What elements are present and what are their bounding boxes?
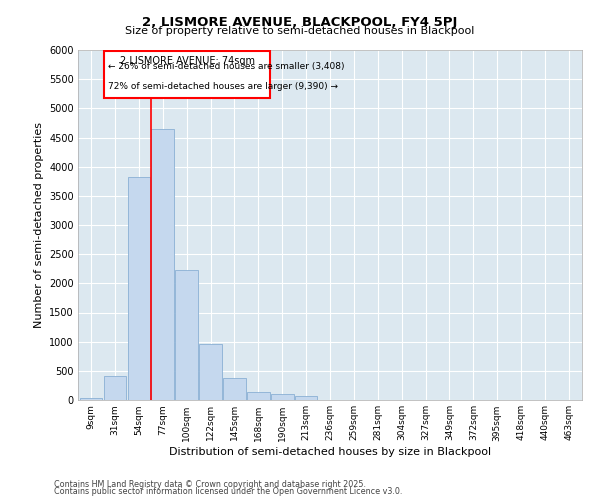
Bar [223, 378, 246, 400]
Bar [80, 398, 103, 400]
Bar [295, 396, 317, 400]
Text: Contains public sector information licensed under the Open Government Licence v3: Contains public sector information licen… [54, 488, 403, 496]
Text: ← 26% of semi-detached houses are smaller (3,408): ← 26% of semi-detached houses are smalle… [108, 62, 344, 72]
Text: 72% of semi-detached houses are larger (9,390) →: 72% of semi-detached houses are larger (… [108, 82, 338, 90]
Bar [128, 177, 150, 400]
X-axis label: Distribution of semi-detached houses by size in Blackpool: Distribution of semi-detached houses by … [169, 448, 491, 458]
Bar [271, 394, 293, 400]
Bar [199, 344, 222, 400]
Y-axis label: Number of semi-detached properties: Number of semi-detached properties [34, 122, 44, 328]
Text: 2, LISMORE AVENUE, BLACKPOOL, FY4 5PJ: 2, LISMORE AVENUE, BLACKPOOL, FY4 5PJ [142, 16, 458, 29]
Bar [247, 392, 269, 400]
Bar [104, 50, 270, 98]
Text: Size of property relative to semi-detached houses in Blackpool: Size of property relative to semi-detach… [125, 26, 475, 36]
Bar [151, 130, 174, 400]
Text: 2 LISMORE AVENUE: 74sqm: 2 LISMORE AVENUE: 74sqm [120, 56, 255, 66]
Bar [104, 376, 127, 400]
Text: Contains HM Land Registry data © Crown copyright and database right 2025.: Contains HM Land Registry data © Crown c… [54, 480, 366, 489]
Bar [175, 270, 198, 400]
